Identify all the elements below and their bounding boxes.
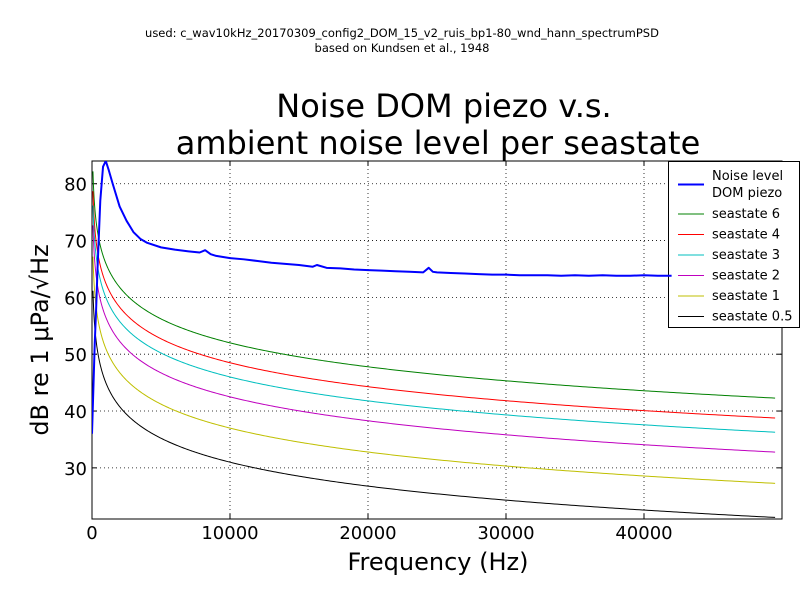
y-tick-label: 70 (64, 232, 87, 253)
y-axis-label: dB re 1 μPa/√Hz (26, 244, 54, 435)
y-tick-label: 60 (64, 288, 87, 309)
grid (92, 161, 782, 519)
x-tick-label: 10000 (201, 523, 258, 544)
axes-frame (91, 160, 783, 520)
x-tick-label: 40000 (615, 523, 672, 544)
legend-label: seastate 2 (712, 269, 780, 284)
chart-title-line-2: ambient noise level per seastate (176, 124, 701, 162)
y-tick-label: 40 (64, 402, 87, 423)
series-line-noise-level-dom-piezo (92, 161, 672, 434)
legend-label: Noise level (712, 169, 783, 184)
y-tick-label: 50 (64, 345, 87, 366)
chart-title-line-1: Noise DOM piezo v.s. (276, 87, 611, 125)
y-tick-label: 80 (64, 175, 87, 196)
legend-label: seastate 3 (712, 248, 780, 263)
legend-label: DOM piezo (712, 186, 782, 201)
source-caption: used: c_wav10kHz_20170309_config2_DOM_15… (145, 26, 659, 40)
legend-label: seastate 6 (712, 207, 780, 222)
x-axis-label: Frequency (Hz) (348, 548, 529, 576)
x-tick-label: 30000 (477, 523, 534, 544)
legend-label: seastate 0.5 (712, 310, 792, 325)
axis-ticks: 0 10000 20000 30000 40000 30 40 50 60 70 80 (64, 161, 782, 544)
series-line-seastate-6 (92, 171, 776, 399)
series-line-seastate-1 (92, 256, 776, 484)
series-group (92, 161, 776, 518)
legend-box (668, 161, 800, 328)
legend-label: seastate 4 (712, 228, 780, 243)
x-tick-label: 20000 (339, 523, 396, 544)
series-line-seastate-2 (92, 225, 776, 453)
legend-label: seastate 1 (712, 289, 780, 304)
series-line-seastate-0-5 (92, 290, 776, 518)
y-tick-label: 30 (64, 459, 87, 480)
reference-caption: based on Kundsen et al., 1948 (315, 41, 490, 55)
series-line-seastate-4 (92, 190, 776, 419)
series-line-seastate-3 (92, 205, 776, 433)
legend: Noise level DOM piezo seastate 6 seastate 4… (668, 161, 800, 328)
x-tick-label: 0 (86, 523, 97, 544)
